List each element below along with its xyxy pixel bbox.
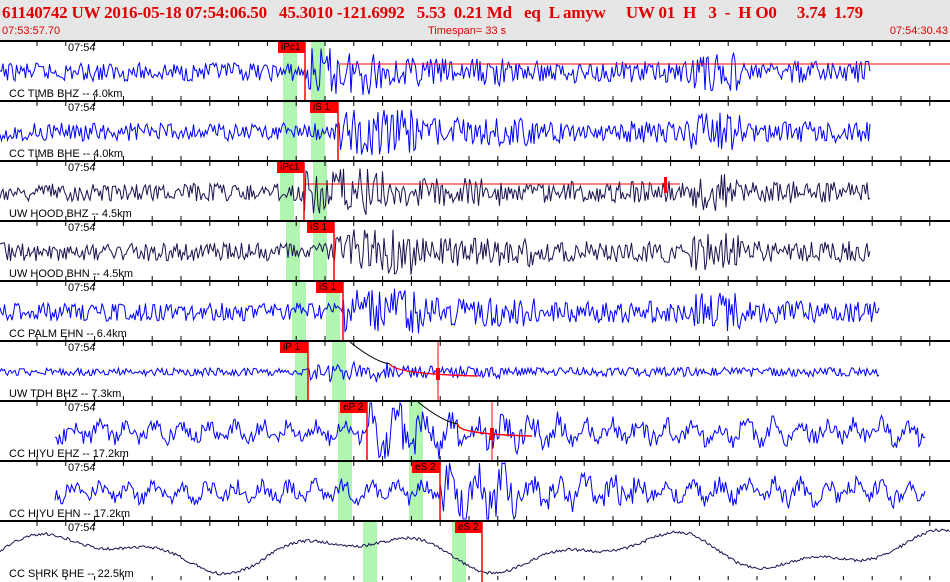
phase-pick-label[interactable]: iPc1	[277, 162, 304, 173]
trace-panel[interactable]: 07:54 iPc1 CC TIMB BHZ -- 4.0km	[0, 40, 950, 102]
coda-curve	[417, 402, 459, 425]
seismic-trace	[0, 109, 871, 156]
phase-pick-label[interactable]: iPc1	[278, 42, 305, 53]
waveform	[0, 342, 931, 402]
pick-window	[292, 282, 306, 342]
channel-label: UW HOOD BHN -- 4.5km	[9, 268, 134, 280]
channel-label: CC SHRK BHE -- 22.5km	[9, 568, 134, 580]
trace-panel[interactable]: 07:54 eP 2 CC HIYU EHZ -- 17.2km	[0, 400, 950, 462]
channel-label: CC HIYU EHZ -- 17.2km	[9, 448, 129, 460]
trace-panel[interactable]: 07:54 iS 1 CC TIMB BHE -- 4.0km	[0, 100, 950, 162]
end-time: 07:54:30.43	[889, 25, 948, 37]
pick-window	[452, 522, 466, 582]
event-header: 61140742 UW 2016-05-18 07:54:06.50 45.30…	[0, 0, 950, 40]
time-label: 07:54	[68, 102, 96, 114]
seismic-trace	[0, 168, 871, 215]
coda-fit	[389, 363, 479, 377]
channel-label: UW HOOD BHZ -- 4.5km	[9, 208, 132, 220]
pick-window	[313, 222, 327, 282]
time-label: 07:54	[68, 402, 96, 414]
seismic-trace	[0, 48, 871, 95]
waveform	[0, 522, 950, 582]
waveform	[0, 282, 931, 342]
timespan: Timespan= 33 s	[428, 25, 507, 37]
waveform	[36, 462, 931, 522]
coda-marker	[490, 428, 494, 440]
seismic-trace	[0, 528, 950, 576]
channel-label: CC TIMB BHZ -- 4.0km	[9, 88, 123, 100]
coda-curve	[349, 342, 391, 365]
channel-label: CC TIMB BHE -- 4.0km	[9, 148, 124, 160]
trace-panel[interactable]: 07:54 eS 2 CC SHRK BHE -- 22.5km	[0, 520, 950, 582]
phase-pick-label[interactable]: iP 1	[280, 342, 308, 353]
coda-marker	[436, 368, 440, 380]
time-label: 07:54	[68, 222, 96, 234]
pick-window	[363, 522, 377, 582]
time-label: 07:54	[68, 282, 96, 294]
channel-label: CC PALM EHN -- 6.4km	[9, 328, 127, 340]
waveform-panels[interactable]: 07:54 iPc1 CC TIMB BHZ -- 4.0km 07:54 iS 1 CC…	[0, 40, 950, 582]
waveform	[0, 222, 931, 282]
phase-pick-label[interactable]: iS 1	[310, 102, 338, 113]
pick-window	[409, 462, 423, 522]
trace-panel[interactable]: 07:54 iS 1 UW HOOD BHN -- 4.5km	[0, 220, 950, 282]
time-label: 07:54	[68, 162, 96, 174]
waveform	[0, 102, 931, 162]
start-time: 07:53:57.70	[2, 25, 61, 37]
time-label: 07:54	[68, 522, 96, 534]
seismic-trace	[54, 462, 926, 521]
pick-window	[338, 462, 352, 522]
phase-pick-label[interactable]: eP 2	[340, 402, 367, 413]
phase-pick-label[interactable]: eS 2	[455, 522, 482, 533]
pick-window	[332, 342, 346, 402]
waveform	[0, 42, 950, 102]
time-label: 07:54	[68, 42, 96, 54]
channel-label: UW TDH BHZ -- 7.3km	[9, 388, 122, 400]
waveform	[0, 162, 931, 222]
trace-panel[interactable]: 07:54 iP 1 UW TDH BHZ -- 7.3km	[0, 340, 950, 402]
time-label: 07:54	[68, 342, 96, 354]
trace-panel[interactable]: 07:54 eS 2 CC HIYU EHN -- 17.2km	[0, 460, 950, 522]
coda-fit	[457, 423, 533, 437]
seismic-trace	[0, 288, 880, 334]
seismic-trace	[0, 229, 871, 275]
phase-pick-label[interactable]: eS 2	[412, 462, 440, 473]
pick-window	[338, 402, 352, 462]
trace-panel[interactable]: 07:54 iS 1 CC PALM EHN -- 6.4km	[0, 280, 950, 342]
phase-pick-label[interactable]: iS 1	[307, 222, 334, 233]
amplitude-marker	[664, 177, 667, 193]
pick-window	[280, 162, 294, 222]
time-label: 07:54	[68, 462, 96, 474]
trace-panel[interactable]: 07:54 iPc1 UW HOOD BHZ -- 4.5km	[0, 160, 950, 222]
phase-pick-label[interactable]: iS 1	[316, 282, 343, 293]
pick-window	[283, 102, 297, 162]
waveform	[36, 402, 931, 462]
channel-label: CC HIYU EHN -- 17.2km	[9, 508, 131, 520]
event-summary: 61140742 UW 2016-05-18 07:54:06.50 45.30…	[2, 3, 863, 22]
